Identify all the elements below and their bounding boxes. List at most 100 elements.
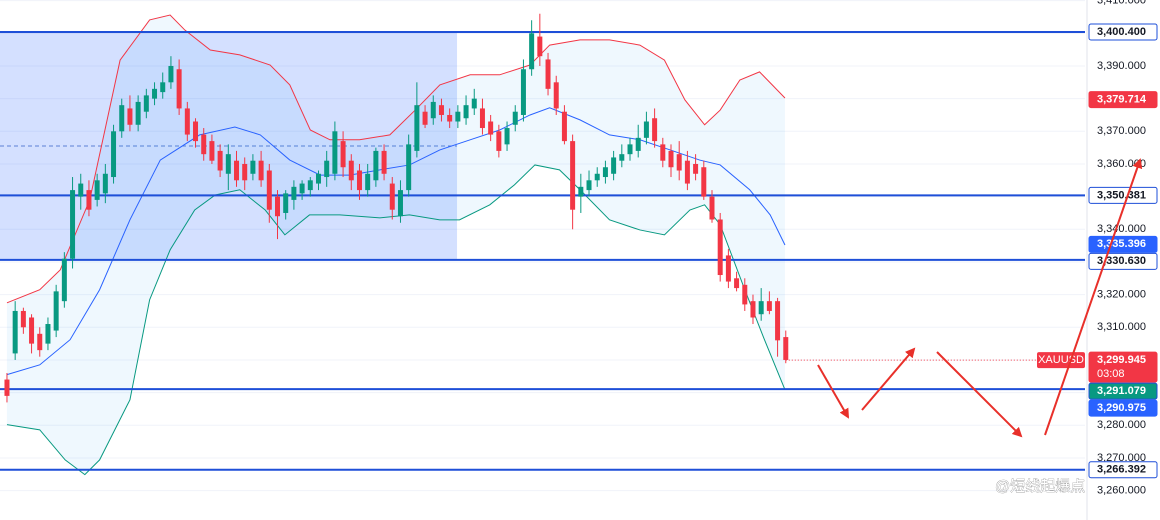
candle-body	[184, 108, 190, 135]
candle-body	[471, 98, 477, 109]
candle-body	[340, 141, 346, 168]
band-line	[6, 14, 786, 304]
candle-body	[217, 150, 223, 171]
candle-body	[529, 33, 535, 70]
y-tick-label: 3,390.000	[1097, 60, 1146, 72]
symbol-label: XAUUSD	[1038, 354, 1084, 366]
candle-body	[701, 167, 707, 197]
candle-body	[4, 379, 10, 396]
candle-body	[578, 186, 584, 197]
candle-body	[61, 258, 67, 302]
candle-body	[373, 150, 379, 181]
price-badge	[1088, 91, 1158, 109]
candle-body	[553, 82, 559, 109]
price-badge	[1088, 235, 1158, 253]
candle-body	[176, 69, 182, 109]
candle-body	[496, 131, 502, 151]
y-tick-label: 3,340.000	[1097, 223, 1146, 235]
price-badge	[1088, 186, 1158, 204]
price-badge-label: 3,335.396	[1097, 238, 1146, 250]
candle-body	[512, 111, 518, 125]
candle-body	[381, 150, 387, 174]
candle-body	[619, 154, 625, 161]
candle-body	[758, 301, 764, 315]
y-tick-label: 3,260.000	[1097, 485, 1146, 497]
candle-body	[283, 193, 289, 213]
candle-body	[266, 170, 272, 210]
price-badge-label: 3,350.381	[1097, 189, 1146, 201]
candle-body	[242, 163, 248, 181]
candle-body	[783, 337, 789, 360]
candle-body	[414, 105, 420, 151]
candle-body	[315, 173, 321, 184]
candle-body	[430, 101, 436, 119]
candle-body	[389, 183, 395, 210]
candle-body	[45, 324, 51, 344]
price-badge	[1088, 351, 1158, 383]
price-badge	[1088, 461, 1158, 479]
candle-body	[709, 196, 715, 220]
y-tick-label: 3,410.000	[1097, 0, 1146, 7]
candle-body	[635, 137, 641, 151]
candle-body	[291, 186, 297, 200]
candle-body	[684, 160, 690, 184]
candle-body	[643, 121, 649, 138]
candle-body	[160, 82, 166, 93]
candle-body	[332, 131, 338, 174]
y-tick-label: 3,310.000	[1097, 321, 1146, 333]
arrow	[936, 351, 1023, 438]
y-tick-label: 3,370.000	[1097, 125, 1146, 137]
candle-body	[463, 105, 469, 119]
price-badge-label: 3,299.945	[1097, 354, 1146, 366]
band-fill	[6, 15, 785, 475]
candle-body	[447, 114, 453, 122]
candle-body	[627, 144, 633, 155]
price-badge-label: 3,266.392	[1097, 464, 1146, 476]
candle-body	[611, 157, 617, 174]
candle-body	[488, 121, 494, 135]
price-badge	[1088, 382, 1158, 400]
candle-body	[676, 154, 682, 171]
y-tick-label: 3,320.000	[1097, 289, 1146, 301]
band-line	[6, 164, 786, 476]
candle-body	[742, 284, 748, 305]
candle-body	[12, 310, 18, 354]
candle-body	[693, 163, 699, 174]
candle-body	[775, 301, 781, 341]
candle-body	[406, 144, 412, 191]
price-badge-label: 3,330.630	[1097, 255, 1146, 267]
candle-body	[520, 69, 526, 115]
candle-body	[594, 173, 600, 181]
candle-body	[365, 173, 371, 191]
candle-body	[455, 111, 461, 122]
price-badge-label: 3,400.400	[1097, 26, 1146, 38]
candle-body	[143, 95, 149, 112]
grid	[0, 0, 1085, 492]
candle-body	[209, 141, 215, 161]
candle-body	[37, 333, 43, 351]
candle-body	[193, 121, 199, 142]
candle-body	[94, 180, 100, 200]
candle-body	[397, 190, 403, 217]
price-badge	[1088, 23, 1158, 41]
candle-body	[750, 301, 756, 318]
candle-body	[152, 88, 158, 99]
candle-body	[258, 160, 264, 181]
candle-body	[201, 134, 207, 155]
candle-body	[348, 160, 354, 181]
price-badge-label: 3,291.079	[1097, 385, 1146, 397]
candle-body	[307, 180, 313, 191]
candle-body	[545, 59, 551, 89]
candle-body	[299, 183, 305, 194]
arrow	[817, 364, 849, 419]
candle-body	[602, 167, 608, 178]
candle-body	[135, 101, 141, 125]
candle-body	[766, 301, 772, 311]
candle-body	[119, 105, 125, 132]
y-tick-label: 3,280.000	[1097, 419, 1146, 431]
candle-body	[29, 317, 35, 344]
price-badge-label: 3,379.714	[1097, 93, 1147, 105]
annotation-arrows	[817, 158, 1143, 438]
candle-body	[168, 65, 174, 83]
